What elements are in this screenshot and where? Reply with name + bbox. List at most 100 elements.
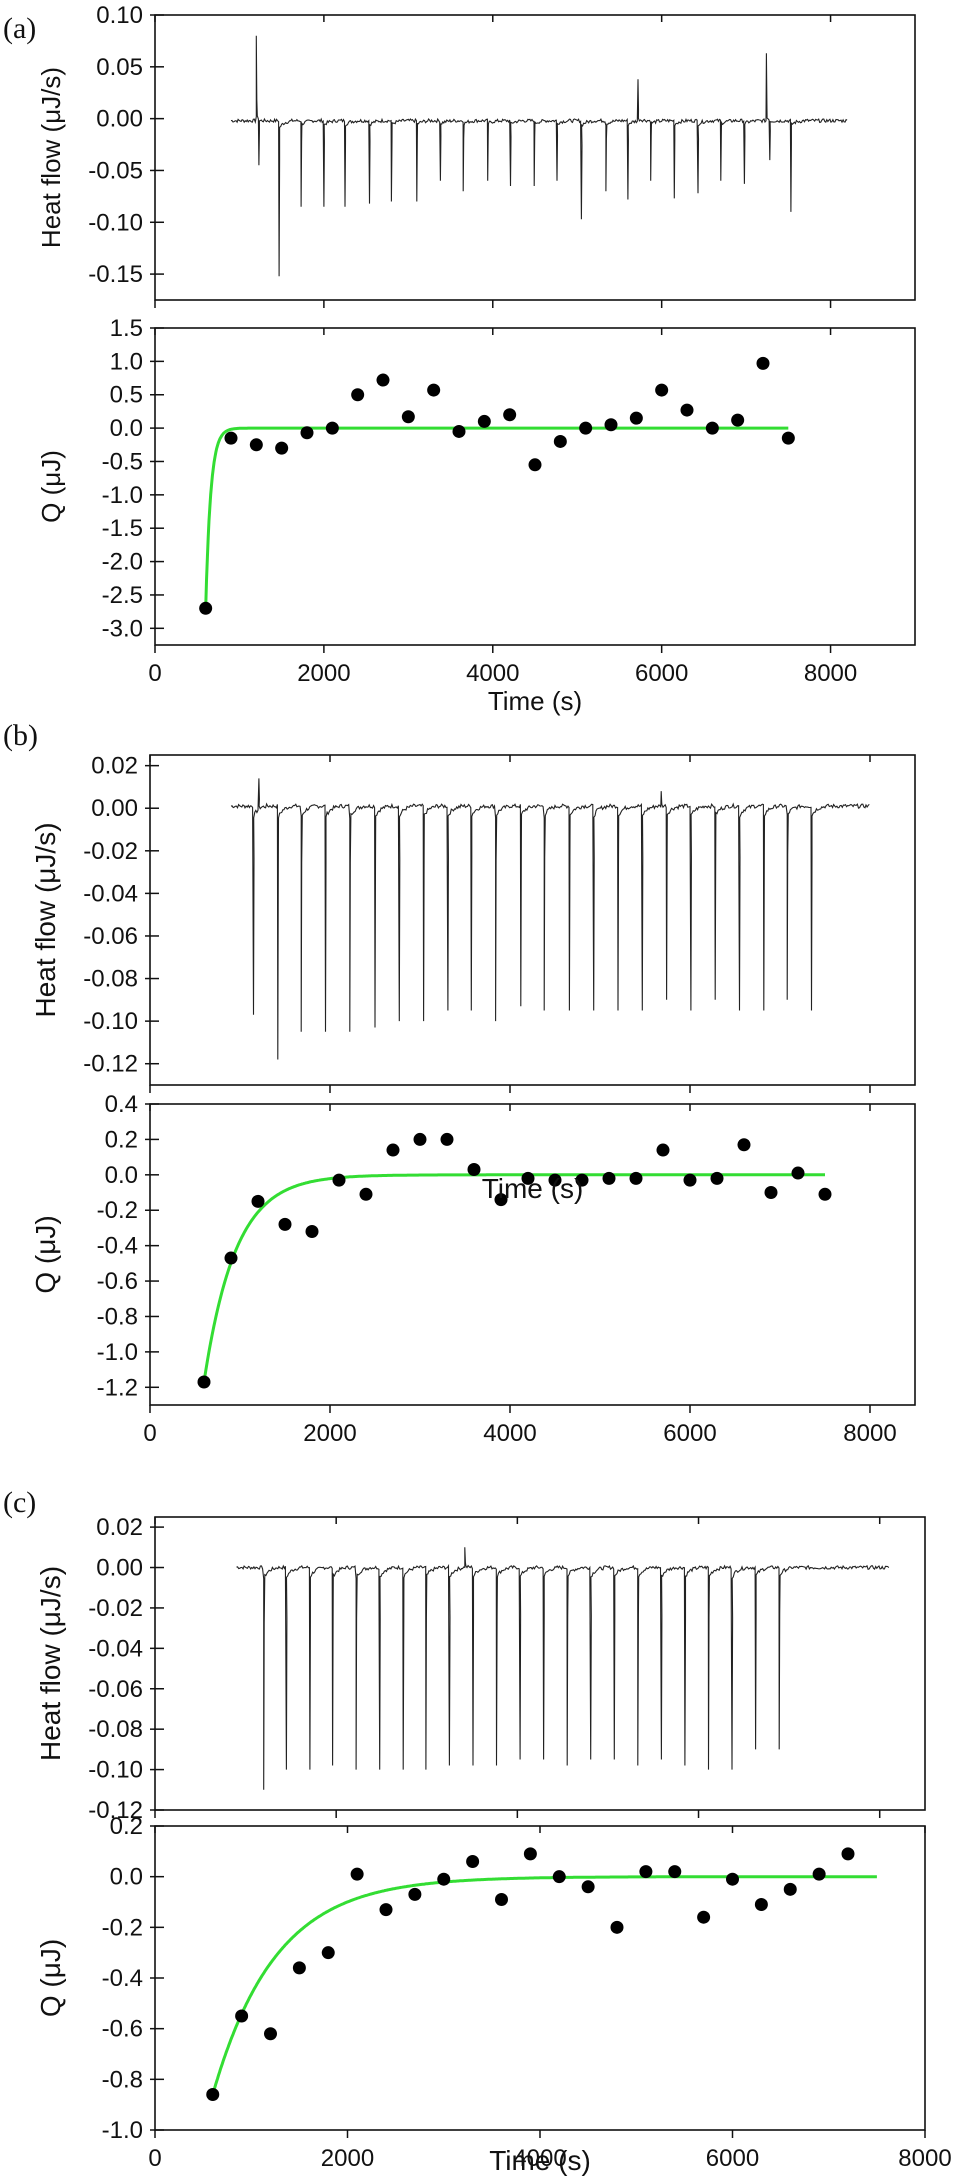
chart-2-axes: 1.5 1.0 0.5 0.0 -0.5 -1.0 -1.5 -2.0 -2.5 -3.00 200… — [36, 315, 916, 687]
chart-2-ytick-label: 0.0 — [110, 415, 143, 442]
chart-6-data-point — [697, 1910, 711, 1924]
chart-1-ytick-label: -0.05 — [88, 157, 143, 184]
chart-4-xtick-label: 0 — [143, 1420, 156, 1447]
chart-6-data-point — [726, 1872, 739, 1886]
chart-4-data-point — [494, 1193, 508, 1207]
chart-2-data-point — [401, 410, 415, 424]
chart-6-ytick-label: -0.6 — [102, 2016, 143, 2043]
chart-6-data-point — [495, 1892, 508, 1906]
chart-6-ytick-label: -0.2 — [102, 1914, 143, 1941]
chart-6-data-point — [783, 1882, 797, 1896]
chart-2-data-point — [680, 403, 694, 417]
chart-2-data-point — [503, 408, 517, 422]
chart-2-ytick-label: -1.5 — [102, 515, 143, 542]
chart-2-ytick-label: -1.0 — [102, 482, 143, 509]
chart-6-ylabel: Q (μJ) — [35, 1939, 66, 2017]
chart-4-data-point — [197, 1375, 211, 1389]
chart-4-ytick-label: -1.0 — [97, 1339, 138, 1366]
chart-5-ytick-label: 0.00 — [96, 1555, 143, 1582]
chart-6-axes: 0.2 0.0 -0.2 -0.4 -0.6 -0.8 -1.00 2000 4000 6000 8… — [35, 1813, 952, 2172]
chart-3-ytick-label: -0.06 — [83, 923, 138, 950]
chart-4-ytick-label: 0.2 — [105, 1126, 138, 1153]
chart-6-data-point — [264, 2027, 277, 2041]
chart-2-xlabel: Time (s) — [488, 686, 582, 716]
chart-1-ytick-label: -0.15 — [88, 261, 143, 288]
chart-4-data-point — [332, 1173, 346, 1187]
chart-2-data-point — [275, 441, 289, 455]
chart-4-ytick-label: -0.2 — [97, 1197, 138, 1224]
chart-2-data-point — [249, 438, 263, 452]
chart-3-ytick-label: 0.02 — [91, 753, 138, 780]
chart-4-data-point — [359, 1187, 373, 1201]
chart-1-ytick-label: 0.10 — [96, 2, 143, 29]
chart-4-data-point — [656, 1143, 670, 1157]
chart-2-data-point — [325, 421, 339, 435]
chart-6-ytick-label: -0.8 — [102, 2066, 143, 2093]
chart-4-data-point — [251, 1194, 265, 1208]
chart-4-ytick-label: -0.8 — [97, 1303, 138, 1330]
chart-6-data-point — [841, 1847, 855, 1861]
chart-6-ytick-label: -1.0 — [102, 2117, 143, 2144]
chart-4-xtick-label: 2000 — [303, 1420, 356, 1447]
chart-1-ylabel: Heat flow (μJ/s) — [36, 67, 66, 248]
chart-6-xtick-label: 6000 — [706, 2145, 759, 2172]
chart-2-data-point — [553, 434, 567, 448]
chart-6-data-point — [523, 1847, 537, 1861]
chart-4-data-point — [278, 1217, 292, 1231]
chart-2-ytick-label: -2.5 — [102, 582, 143, 609]
chart-3-plot-frame — [149, 754, 916, 1086]
chart-2-ytick-label: 1.5 — [110, 315, 143, 342]
chart-5-ytick-label: -0.06 — [88, 1676, 143, 1703]
chart-6-data-point — [408, 1887, 422, 1901]
chart-5-ytick-label: -0.10 — [88, 1757, 143, 1784]
chart-2-ytick-label: -2.0 — [102, 549, 143, 576]
chart-4-data-point — [413, 1132, 427, 1146]
chart-3-ytick-label: -0.08 — [83, 966, 138, 993]
chart-4-data-point — [440, 1132, 454, 1146]
chart-4-xtick-label: 4000 — [483, 1420, 536, 1447]
chart-6-data-point — [235, 2009, 249, 2023]
chart-3-ytick-label: -0.10 — [83, 1008, 138, 1035]
chart-6-ytick-label: 0.2 — [110, 1813, 143, 1840]
chart-3-heat-flow-trace — [230, 778, 870, 1060]
chart-2-data-point — [300, 426, 314, 440]
chart-6-xtick-label: 2000 — [321, 2145, 374, 2172]
chart-4-data-point — [386, 1143, 400, 1157]
chart-2-data-point — [199, 601, 213, 615]
chart-2-xtick-label: 2000 — [297, 660, 350, 687]
chart-2-data-point — [224, 431, 238, 445]
chart-1-ytick-label: 0.05 — [96, 54, 143, 81]
chart-3-ytick-label: -0.12 — [83, 1051, 138, 1078]
chart-4-xtick-label: 8000 — [843, 1420, 896, 1447]
chart-4-data-point — [791, 1166, 805, 1180]
chart-5-ytick-label: 0.02 — [96, 1514, 143, 1541]
chart-2-fit-curve — [204, 426, 789, 609]
chart-3-axes: 0.02 0.00 -0.02 -0.04 -0.06 -0.08 -0.10 -0.12 He… — [30, 753, 916, 1093]
panel-label-3: (c) — [3, 1486, 36, 1519]
panel-label-2: (b) — [3, 719, 38, 752]
chart-4-ytick-label: -0.6 — [97, 1268, 138, 1295]
chart-2-plot-frame — [154, 327, 916, 646]
chart-2-data-point — [756, 356, 770, 370]
chart-5-ytick-label: -0.04 — [88, 1635, 143, 1662]
chart-1-ytick-label: -0.10 — [88, 209, 143, 236]
chart-5-ytick-label: -0.08 — [88, 1716, 143, 1743]
chart-4-fit-curve — [202, 1173, 825, 1383]
chart-6-data-point — [321, 1946, 335, 1960]
chart-2-ytick-label: 0.5 — [110, 382, 143, 409]
chart-5-heat-flow-trace — [236, 1547, 890, 1790]
chart-2-data-point — [376, 373, 390, 387]
chart-6-data-point — [292, 1961, 306, 1975]
chart-4-data-point — [467, 1163, 481, 1177]
chart-6-xtick-label: 4000 — [513, 2145, 566, 2172]
chart-2-data-point — [705, 421, 719, 435]
chart-6-ytick-label: -0.4 — [102, 1965, 143, 1992]
chart-6-plot-frame — [154, 1825, 926, 2131]
chart-2-data-point — [629, 411, 643, 425]
chart-6-data-point — [350, 1867, 364, 1881]
chart-4-xlabel: Time (s) — [482, 1173, 584, 1204]
chart-2-ytick-label: -0.5 — [102, 448, 143, 475]
chart-6-data-point — [610, 1920, 624, 1934]
chart-1-ytick-label: 0.00 — [96, 106, 143, 133]
